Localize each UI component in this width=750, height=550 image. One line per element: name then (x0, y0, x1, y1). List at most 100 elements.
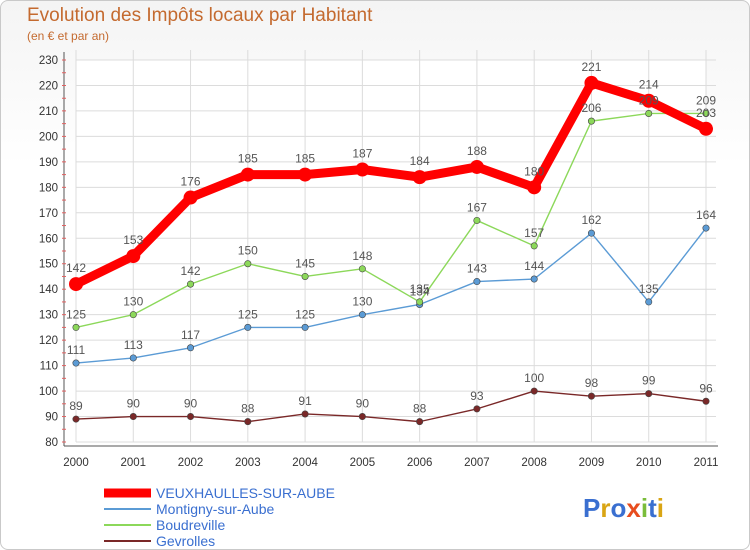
data-point (527, 180, 542, 195)
data-point (587, 117, 595, 125)
y-tick-label: 140 (39, 284, 58, 296)
x-tick-label: 2003 (235, 457, 261, 469)
data-point (298, 167, 313, 182)
data-label: 209 (696, 93, 716, 107)
data-label: 143 (467, 262, 487, 276)
data-point (240, 167, 255, 182)
data-point (702, 109, 710, 117)
proxiti-logo: Proxiti (583, 493, 664, 523)
y-tick-label: 130 (39, 310, 58, 322)
x-tick-label: 2000 (63, 457, 89, 469)
data-label: 209 (639, 93, 659, 107)
legend-label: Boudreville (156, 517, 225, 533)
data-label: 130 (352, 295, 372, 309)
data-label: 162 (581, 213, 601, 227)
series-lines (71, 78, 711, 423)
legend-label: VEUXHAULLES-SUR-AUBE (156, 485, 335, 501)
y-tick-label: 160 (39, 233, 58, 245)
y-tick-label: 100 (39, 386, 58, 398)
data-label: 125 (66, 307, 86, 321)
data-label: 214 (639, 78, 659, 92)
data-label: 90 (356, 397, 370, 411)
data-point (72, 415, 80, 423)
legend: VEUXHAULLES-SUR-AUBEMontigny-sur-AubeBou… (104, 485, 335, 549)
series-line-2 (75, 112, 707, 329)
data-label: 98 (585, 376, 599, 390)
series-line-3 (75, 390, 707, 423)
data-point (587, 229, 595, 237)
data-point (72, 323, 80, 331)
data-point (187, 413, 195, 421)
data-label: 145 (295, 256, 315, 270)
data-label: 144 (524, 259, 544, 273)
data-point (129, 311, 137, 319)
x-tick-label: 2001 (120, 457, 146, 469)
x-tick-label: 2005 (350, 457, 376, 469)
data-point (469, 159, 484, 174)
data-point (358, 311, 366, 319)
x-tick-label: 2009 (579, 457, 605, 469)
data-label: 111 (67, 343, 86, 357)
y-tick-label: 150 (39, 259, 58, 271)
data-labels: 89 90 90 88 91 90 88 93 100 98 99 96 111 113 117 125 125… (66, 60, 716, 416)
y-tick-label: 190 (39, 157, 58, 169)
y-tick-label: 230 (39, 55, 58, 67)
series-line-1 (75, 227, 707, 364)
data-point (416, 298, 424, 306)
data-point (416, 418, 424, 426)
data-point (187, 280, 195, 288)
x-tick-label: 2008 (521, 457, 547, 469)
data-point (129, 413, 137, 421)
data-label: 164 (696, 208, 716, 222)
data-label: 180 (524, 164, 544, 178)
data-label: 99 (642, 374, 656, 388)
data-point (129, 354, 137, 362)
data-label: 167 (467, 200, 487, 214)
plot-area (76, 60, 706, 442)
data-point (244, 323, 252, 331)
data-point (702, 224, 710, 232)
data-label: 125 (238, 307, 258, 321)
data-point (699, 121, 713, 136)
data-label: 188 (467, 144, 487, 158)
data-label: 153 (123, 233, 143, 247)
data-label: 206 (581, 101, 601, 115)
y-tick-label: 220 (39, 80, 58, 92)
data-label: 100 (524, 371, 544, 385)
data-point (301, 272, 309, 280)
data-label: 148 (352, 249, 372, 263)
data-point (412, 170, 427, 185)
y-tick-label: 120 (39, 335, 58, 347)
data-label: 142 (66, 261, 86, 275)
data-point (530, 387, 538, 395)
data-label: 125 (295, 307, 315, 321)
x-tick-label: 2007 (464, 457, 490, 469)
data-point (244, 260, 252, 268)
data-point (244, 418, 252, 426)
series-points (69, 75, 713, 426)
data-point (645, 390, 653, 398)
data-label: 88 (241, 402, 255, 416)
y-tick-label: 210 (39, 106, 58, 118)
data-point (301, 410, 309, 418)
data-point (702, 397, 710, 405)
data-point (530, 242, 538, 250)
data-label: 135 (410, 282, 430, 296)
data-point (641, 93, 656, 108)
data-label: 91 (298, 394, 312, 408)
series-line-0 (71, 78, 711, 289)
data-point (301, 323, 309, 331)
logo-text: Proxiti (583, 493, 664, 523)
grid-lines (75, 50, 716, 443)
data-label: 90 (184, 397, 198, 411)
data-label: 96 (699, 381, 713, 395)
data-point (645, 109, 653, 117)
chart-subtitle: (en € et par an) (27, 29, 110, 43)
x-tick-label: 2004 (292, 457, 318, 469)
data-point (645, 298, 653, 306)
data-point (473, 216, 481, 224)
data-point (584, 75, 599, 90)
data-label: 157 (524, 226, 544, 240)
data-point (587, 392, 595, 400)
